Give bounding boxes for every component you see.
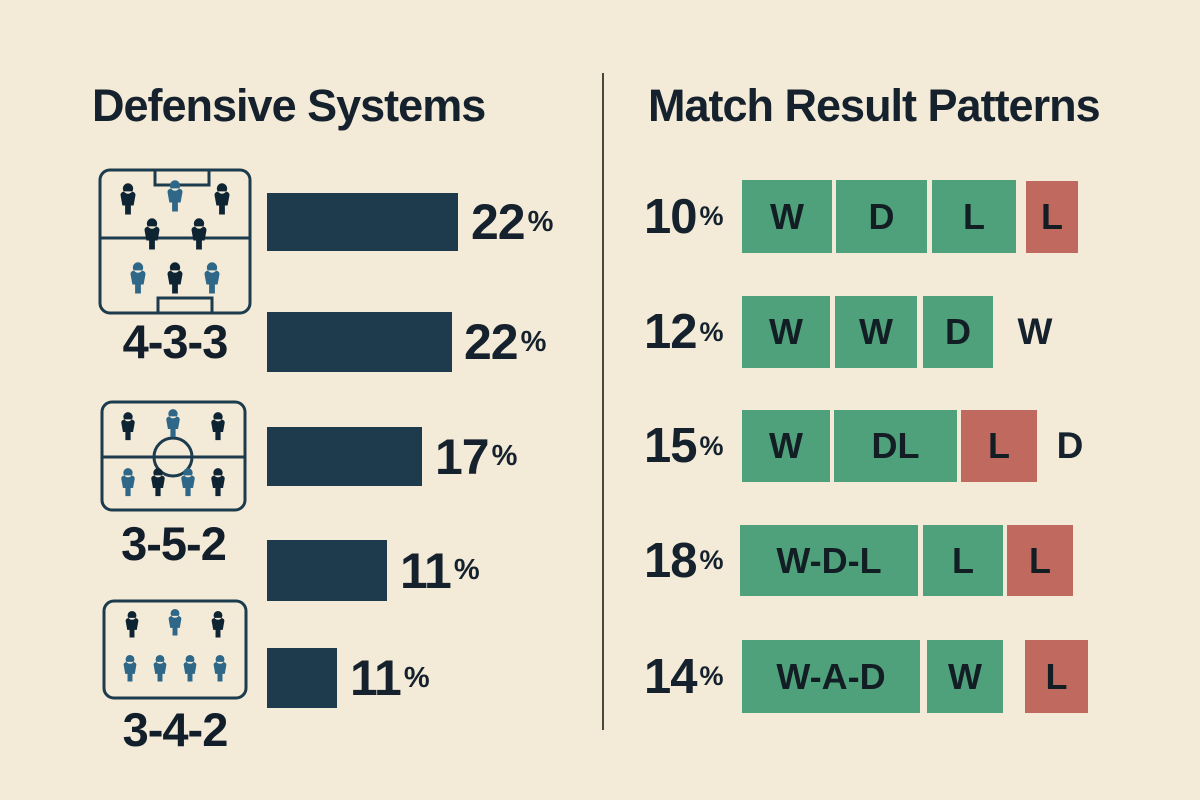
result-tile: W <box>742 296 830 368</box>
result-tile: W-D-L <box>740 525 918 596</box>
bar-3-value: 17% <box>435 427 517 486</box>
tile-letter: L <box>963 195 985 237</box>
tile-letter: L <box>1045 655 1068 697</box>
formation-label-3-5-2: 3-5-2 <box>121 517 227 570</box>
tile-letter: DL <box>871 425 920 466</box>
row-1-percent: 10% <box>644 180 724 253</box>
bar-2-number: 22 <box>464 314 519 370</box>
row-5-percent: 14% <box>644 640 724 713</box>
bar-4 <box>267 540 387 601</box>
formation-pitch-3-4-2-icon <box>102 599 248 700</box>
result-tile: W <box>742 180 832 253</box>
tile-letter: W-D-L <box>776 539 882 581</box>
right-section-title: Match Result Patterns <box>648 80 1101 131</box>
row-3-percent: 15% <box>644 410 724 482</box>
row-5-number: 14 <box>644 649 698 704</box>
result-tile: L <box>932 180 1016 253</box>
result-tile: D <box>923 296 993 368</box>
result-tile: L <box>1025 640 1088 713</box>
tile-letter: L <box>1029 539 1051 581</box>
bar-2 <box>267 312 452 372</box>
tile-letter: W-A-D <box>776 655 886 697</box>
result-tile: L <box>923 525 1003 596</box>
bar-4-number: 11 <box>400 542 452 599</box>
formation-pitch-4-3-3-icon <box>98 168 252 315</box>
result-tile: W <box>835 296 917 368</box>
player-icons <box>123 608 227 682</box>
plain-result-letter: D <box>1056 425 1084 466</box>
tile-letter: W <box>948 655 982 697</box>
bar-1-number: 22 <box>471 194 526 250</box>
result-tile: D <box>836 180 927 253</box>
player-icons <box>121 409 225 497</box>
formation-label-3-4-2: 3-4-2 <box>122 703 229 756</box>
row-4-number: 18 <box>644 533 698 588</box>
vertical-divider <box>602 73 604 730</box>
left-section-title: Defensive Systems <box>92 80 486 131</box>
tile-letter: L <box>952 539 974 581</box>
percent-sign: % <box>699 201 724 231</box>
percent-sign: % <box>699 545 724 575</box>
bar-4-value: 11% <box>400 540 480 601</box>
bar-5 <box>267 648 337 708</box>
result-tile: W <box>927 640 1003 713</box>
result-tile: L <box>1007 525 1073 596</box>
result-tile: L <box>1026 181 1078 253</box>
tile-letter: W <box>770 195 804 237</box>
bar-2-value: 22% <box>464 312 546 372</box>
row-3-number: 15 <box>644 419 698 473</box>
percent-sign: % <box>403 661 430 694</box>
bar-5-value: 11% <box>350 648 430 708</box>
percent-sign: % <box>520 325 547 358</box>
plain-result-letter: W <box>1017 311 1053 352</box>
result-tile: W-A-D <box>742 640 920 713</box>
percent-sign: % <box>491 440 518 472</box>
tile-letter: D <box>868 195 895 237</box>
bar-3 <box>267 427 422 486</box>
tile-letter: W <box>769 311 803 352</box>
percent-sign: % <box>699 316 724 347</box>
tile-letter: W <box>859 311 893 352</box>
percent-sign: % <box>699 661 724 691</box>
row-4-percent: 18% <box>644 525 724 596</box>
tile-letter: L <box>988 425 1010 466</box>
row-1-number: 10 <box>644 189 698 244</box>
bar-5-number: 11 <box>350 650 402 706</box>
bar-3-number: 17 <box>435 428 490 485</box>
row-2-number: 12 <box>644 305 698 359</box>
tile-letter: L <box>1041 196 1063 237</box>
percent-sign: % <box>699 430 724 461</box>
formation-pitch-3-5-2-icon <box>100 400 247 512</box>
result-tile: L <box>961 410 1037 482</box>
row-2-percent: 12% <box>644 296 724 368</box>
bar-1 <box>267 193 458 251</box>
tile-letter: W <box>769 425 803 466</box>
result-tile: W <box>742 410 830 482</box>
bar-1-value: 22% <box>471 193 553 251</box>
percent-sign: % <box>527 205 554 238</box>
formation-label-4-3-3: 4-3-3 <box>122 315 229 368</box>
result-tile: DL <box>834 410 957 482</box>
tile-letter: D <box>945 311 971 352</box>
percent-sign: % <box>453 554 480 586</box>
